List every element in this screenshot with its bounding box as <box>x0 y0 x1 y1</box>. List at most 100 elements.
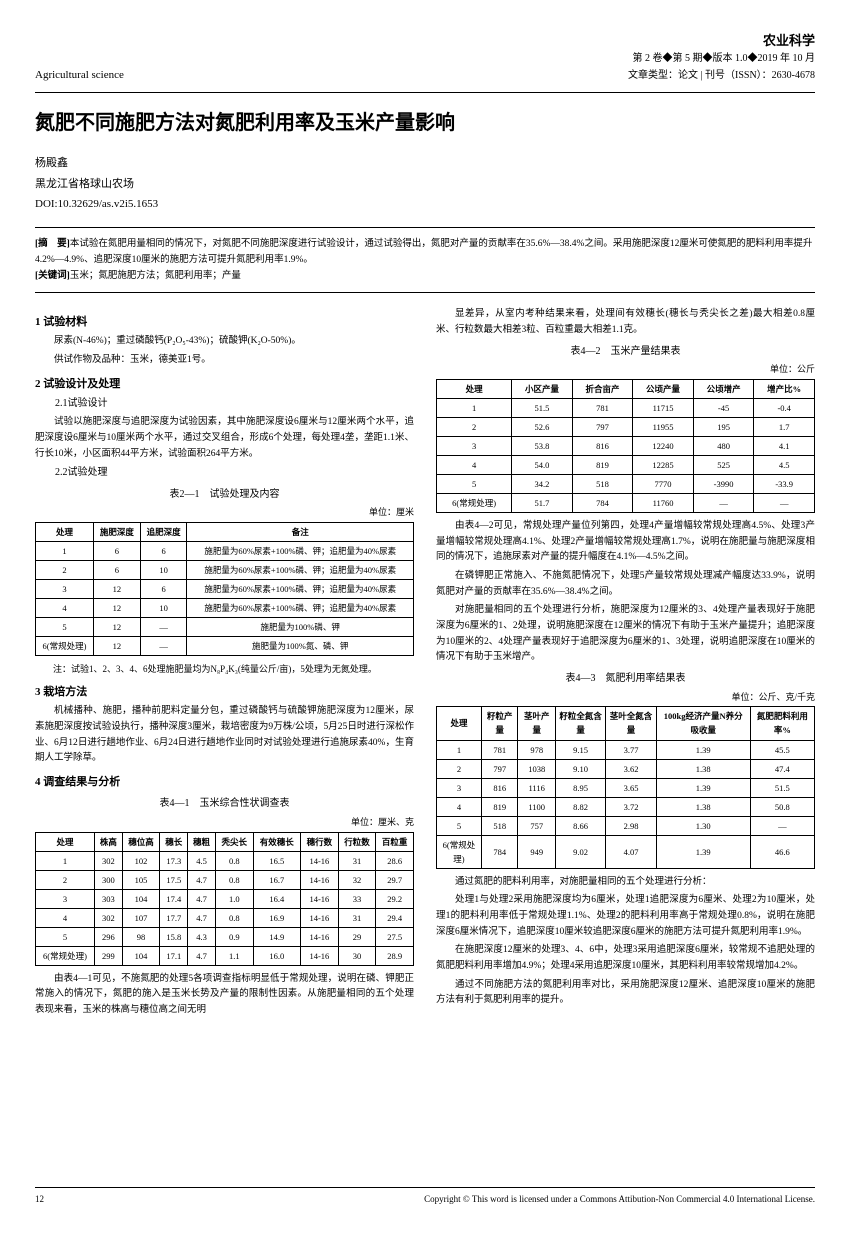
table-header-cell: 穗行数 <box>301 832 339 851</box>
table-cell: 2.98 <box>606 816 656 835</box>
table-cell: 98 <box>122 927 160 946</box>
table-cell: 15.8 <box>160 927 188 946</box>
table-row: 130210217.34.50.816.514-163128.6 <box>36 851 414 870</box>
table-cell: 299 <box>94 946 122 965</box>
table-cell: 525 <box>693 456 754 475</box>
table-cell: 52.6 <box>512 418 573 437</box>
table-4-1-caption: 表4—1 玉米综合性状调查表 <box>35 796 414 813</box>
table-cell: 12 <box>94 580 141 599</box>
table-cell: 11760 <box>633 494 694 513</box>
table-row: 52969815.84.30.914.914-162927.5 <box>36 927 414 946</box>
table-cell: 1.7 <box>754 418 815 437</box>
table-cell: -0.4 <box>754 398 815 417</box>
table-header-cell: 折合亩产 <box>572 379 633 398</box>
p42a: 由表4—2可见，常规处理产量位列第四，处理4产量增幅较常规处理高4.5%、处理3… <box>436 519 815 566</box>
table-cell: — <box>140 637 187 656</box>
table-cell: 2 <box>437 759 482 778</box>
keywords-text: 玉米；氮肥施肥方法；氮肥利用率；产量 <box>70 271 241 281</box>
issn-line: 文章类型：论文 | 刊号（ISSN）：2630-4678 <box>628 68 815 85</box>
table-cell: 16.9 <box>253 908 300 927</box>
copyright: Copyright © This word is licensed under … <box>424 1192 815 1207</box>
table-cell: 7770 <box>633 475 694 494</box>
table-4-2: 处理小区产量折合亩产公顷产量公顷增产增产比%151.578111715-45-0… <box>436 379 815 513</box>
table-header-cell: 处理 <box>437 707 482 740</box>
header-left: Agricultural science <box>35 66 124 84</box>
table-header-cell: 穗位高 <box>122 832 160 851</box>
table-cell: 14-16 <box>301 927 339 946</box>
table-cell: 31 <box>338 851 376 870</box>
table-2-1-unit: 单位：厘米 <box>35 505 414 520</box>
header-rule <box>35 92 815 93</box>
table-cell: 5 <box>36 618 94 637</box>
table-cell: 0.9 <box>215 927 253 946</box>
table-row: 151.578111715-45-0.4 <box>437 398 815 417</box>
table-header-cell: 公顷产量 <box>633 379 694 398</box>
table-cell: 1.30 <box>656 816 750 835</box>
table-cell: 105 <box>122 870 160 889</box>
table-header-cell: 茎叶产量 <box>518 707 555 740</box>
table-cell: 781 <box>572 398 633 417</box>
table-row: 6(常规处理)51.778411760—— <box>437 494 815 513</box>
doi: DOI:10.32629/as.v2i5.1653 <box>35 195 815 213</box>
table-cell: — <box>754 494 815 513</box>
table-cell: 816 <box>572 437 633 456</box>
table-cell: 10 <box>140 561 187 580</box>
table-cell: 4 <box>36 599 94 618</box>
table-cell: 104 <box>122 946 160 965</box>
table-cell: 1 <box>437 740 482 759</box>
table-row: 6(常规处理)7849499.024.071.3946.6 <box>437 835 815 868</box>
table-4-3-unit: 单位：公斤、克/千克 <box>436 690 815 705</box>
table-cell: 303 <box>94 889 122 908</box>
table-header-cell: 公顷增产 <box>693 379 754 398</box>
table-cell: 29.2 <box>376 889 414 908</box>
table-header-cell: 籽粒全氮含量 <box>555 707 605 740</box>
table-cell: — <box>140 618 187 637</box>
table-row: 6(常规处理)12—施肥量为100%氮、磷、钾 <box>36 637 414 656</box>
table-cell: 2 <box>437 418 512 437</box>
table-cell: 12 <box>94 637 141 656</box>
table-cell: 6 <box>140 580 187 599</box>
table-cell: 51.5 <box>750 778 814 797</box>
table-header-cell: 小区产量 <box>512 379 573 398</box>
table-cell: 14-16 <box>301 908 339 927</box>
table-cell: 4.1 <box>754 437 815 456</box>
table-cell: 6 <box>140 542 187 561</box>
table-cell: 1 <box>36 851 95 870</box>
author: 杨殿鑫 <box>35 154 815 172</box>
table-cell: 3 <box>36 580 94 599</box>
journal-name: 农业科学 <box>628 30 815 51</box>
table-cell: 6 <box>94 542 141 561</box>
table-row: 534.25187770-3990-33.9 <box>437 475 815 494</box>
two-column-body: 1 试验材料 尿素(N-46%)；重过磷酸钙(P₂O₅-43%)；硫酸钾(K₂O… <box>35 307 815 1177</box>
table-cell: 5 <box>437 475 512 494</box>
table-cell: — <box>750 816 814 835</box>
table-cell: 1.1 <box>215 946 253 965</box>
s3-p: 机械播种、施肥，播种前肥料定量分包，重过磷酸钙与硫酸钾施肥深度为12厘米，尿素施… <box>35 704 414 767</box>
table-row: 330310417.44.71.016.414-163329.2 <box>36 889 414 908</box>
table-row: 55187578.662.981.30— <box>437 816 815 835</box>
table-header-cell: 穗长 <box>160 832 188 851</box>
table-cell: 3 <box>36 889 95 908</box>
table-cell: 3.72 <box>606 797 656 816</box>
table-row: 6(常规处理)29910417.14.71.116.014-163028.9 <box>36 946 414 965</box>
table-cell: 9.02 <box>555 835 605 868</box>
keywords-label: [关键词] <box>35 271 70 281</box>
table-cell: 9.15 <box>555 740 605 759</box>
table-row: 430210717.74.70.816.914-163129.4 <box>36 908 414 927</box>
table-cell: 6(常规处理) <box>36 637 94 656</box>
table-cell: 10 <box>140 599 187 618</box>
table-cell: -45 <box>693 398 754 417</box>
table-row: 353.8816122404804.1 <box>437 437 815 456</box>
table-header-cell: 100kg经济产量N养分吸收量 <box>656 707 750 740</box>
table-cell: 4 <box>437 456 512 475</box>
table-row: 2610施肥量为60%尿素+100%磷、钾；追肥量为40%尿素 <box>36 561 414 580</box>
table-header-cell: 有效穗长 <box>253 832 300 851</box>
table-cell: 施肥量为60%尿素+100%磷、钾；追肥量为40%尿素 <box>187 542 414 561</box>
table-row: 252.6797119551951.7 <box>437 418 815 437</box>
table-row: 279710389.103.621.3847.4 <box>437 759 815 778</box>
section-4-heading: 4 调查结果与分析 <box>35 773 414 791</box>
table-cell: 518 <box>481 816 518 835</box>
table-cell: 12240 <box>633 437 694 456</box>
section-2-heading: 2 试验设计及处理 <box>35 375 414 393</box>
table-cell: 施肥量为60%尿素+100%磷、钾；追肥量为40%尿素 <box>187 561 414 580</box>
